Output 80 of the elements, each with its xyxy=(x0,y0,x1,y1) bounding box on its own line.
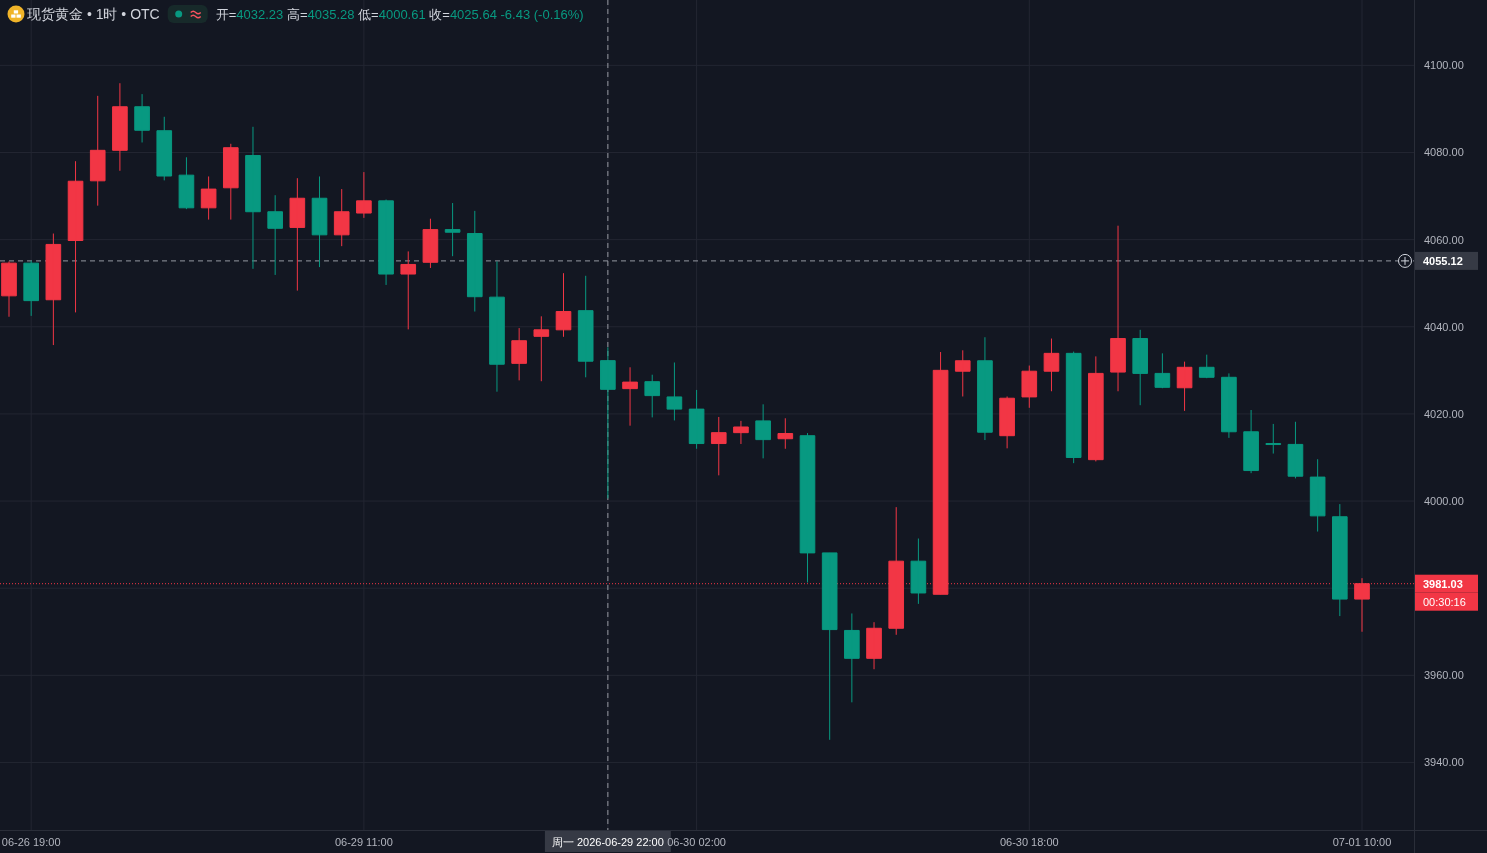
candlestick xyxy=(799,432,816,584)
candlestick xyxy=(200,175,217,221)
candlestick xyxy=(733,420,749,445)
candlestick xyxy=(89,95,106,207)
x-tick-label: 06-29 11:00 xyxy=(334,836,393,848)
candlestick xyxy=(1088,355,1104,462)
ref-line-label: 3981.03 xyxy=(1423,577,1463,590)
candlestick xyxy=(511,327,527,381)
candlestick xyxy=(1043,338,1060,392)
y-tick-label: 4040.00 xyxy=(1424,320,1464,333)
candlestick xyxy=(1021,365,1038,409)
candlestick xyxy=(1176,361,1193,412)
candlestick xyxy=(67,160,84,313)
candlestick xyxy=(23,260,39,317)
candlestick xyxy=(333,188,350,247)
candlestick xyxy=(977,336,993,441)
y-tick-label: 4100.00 xyxy=(1424,59,1464,72)
x-tick-label: 06-26 19:00 xyxy=(1,836,61,848)
candlestick xyxy=(932,351,949,595)
candlestick xyxy=(666,362,683,421)
candlestick xyxy=(844,612,860,703)
ref-line-label: 4055.12 xyxy=(1423,254,1463,267)
candlestick xyxy=(1332,503,1348,617)
candlestick xyxy=(112,82,128,172)
candlestick xyxy=(577,275,594,378)
candlestick xyxy=(489,260,505,393)
text: 现货黄金 • 1时 • OTC xyxy=(27,6,160,22)
candlestick xyxy=(222,143,239,221)
candlestick xyxy=(866,621,882,670)
x-tick-label: 周一 2026-06-29 22:00 xyxy=(551,836,664,848)
candlestick xyxy=(1309,458,1326,533)
candlestick xyxy=(999,395,1015,449)
candlestick xyxy=(267,194,283,276)
candlestick xyxy=(378,199,394,286)
text: 开=4032.23 高=4035.28 低=4000.61 收=4025.64 -6.43 (-0.16%) xyxy=(215,6,584,22)
candlestick xyxy=(688,389,705,450)
candlestick xyxy=(311,175,328,268)
candlestick xyxy=(156,116,173,181)
x-tick-label: 06-30 18:00 xyxy=(999,836,1059,848)
candlestick xyxy=(1,260,17,318)
candlestick xyxy=(622,366,638,427)
candlestick xyxy=(1221,372,1237,439)
candlestick xyxy=(400,250,417,330)
candlestick xyxy=(245,126,261,270)
candlestick xyxy=(1154,352,1171,389)
candlestick xyxy=(555,272,572,338)
x-tick-label: 06-30 02:00 xyxy=(667,836,726,848)
candlestick xyxy=(466,210,483,313)
candlestick xyxy=(178,156,195,210)
candlestick xyxy=(444,202,461,257)
text: 00:30:16 xyxy=(1423,595,1466,608)
candlestick xyxy=(1287,421,1304,479)
candlestick xyxy=(710,416,727,476)
candlestick xyxy=(1110,225,1126,392)
candlestick xyxy=(888,506,905,636)
candlestick xyxy=(1065,351,1082,464)
candlestick xyxy=(755,403,771,459)
y-tick-label: 3960.00 xyxy=(1424,669,1464,682)
candlestick xyxy=(777,417,794,450)
candlestick xyxy=(422,218,439,269)
x-tick-label: 07-01 10:00 xyxy=(1332,836,1392,848)
candlestick xyxy=(644,374,661,418)
y-tick-label: 3940.00 xyxy=(1424,756,1464,769)
y-tick-label: 4020.00 xyxy=(1424,407,1464,420)
candlestick xyxy=(954,349,971,397)
y-tick-label: 4080.00 xyxy=(1424,146,1464,159)
candlestick xyxy=(289,177,306,292)
candlestick xyxy=(910,538,927,605)
candlestick xyxy=(1132,329,1149,406)
candlestick xyxy=(356,171,372,219)
candlestick xyxy=(1243,409,1259,474)
y-tick-label: 4000.00 xyxy=(1424,495,1464,508)
candlestick xyxy=(821,552,838,741)
candlestick xyxy=(533,315,550,382)
candlestick xyxy=(1265,423,1282,455)
candlestick xyxy=(1198,354,1215,379)
candlestick xyxy=(45,233,62,346)
y-tick-label: 4060.00 xyxy=(1424,233,1464,246)
candlestick xyxy=(134,93,150,143)
candlestick xyxy=(600,346,616,499)
